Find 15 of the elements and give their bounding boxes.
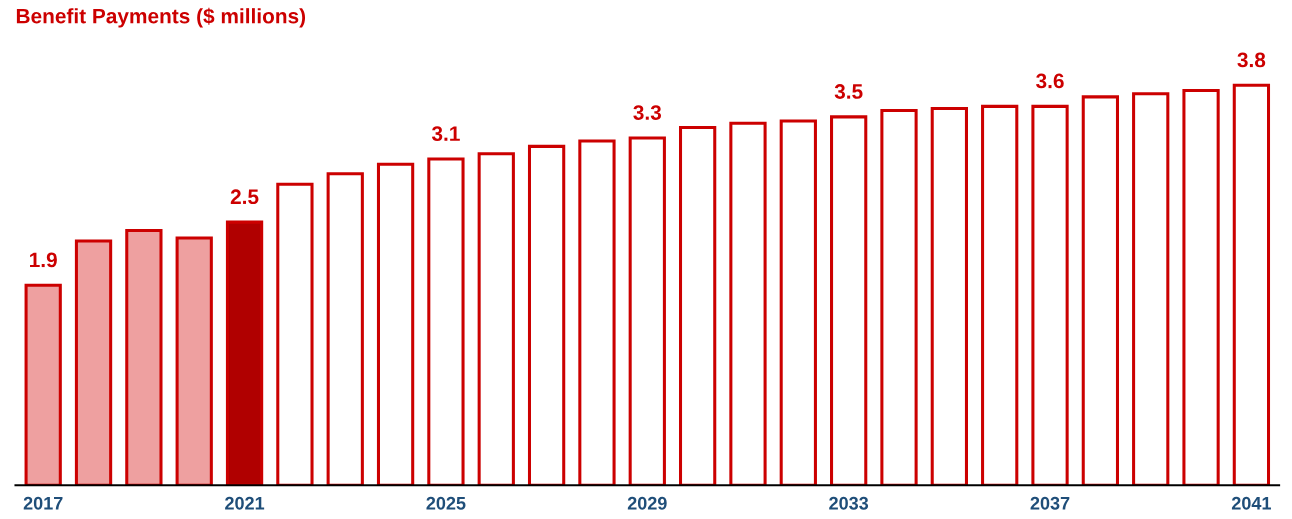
x-tick-label: 2017 <box>23 496 63 510</box>
x-tick-label: 2033 <box>829 496 869 510</box>
x-tick-label: 2041 <box>1231 496 1271 510</box>
chart-title: Benefit Payments ($ millions) <box>16 7 306 28</box>
data-label: 3.5 <box>834 84 863 99</box>
x-tick-label: 2021 <box>225 496 265 510</box>
x-tick-label: 2037 <box>1030 496 1070 510</box>
data-label: 3.3 <box>633 105 662 120</box>
x-tick-label: 2029 <box>627 496 667 510</box>
data-label: 3.8 <box>1237 52 1266 68</box>
data-label: 3.1 <box>431 126 460 141</box>
x-tick-label: 2025 <box>426 496 466 510</box>
data-label: 1.9 <box>30 252 57 268</box>
data-label: 2.5 <box>230 189 259 205</box>
data-label: 3.6 <box>1036 73 1064 89</box>
